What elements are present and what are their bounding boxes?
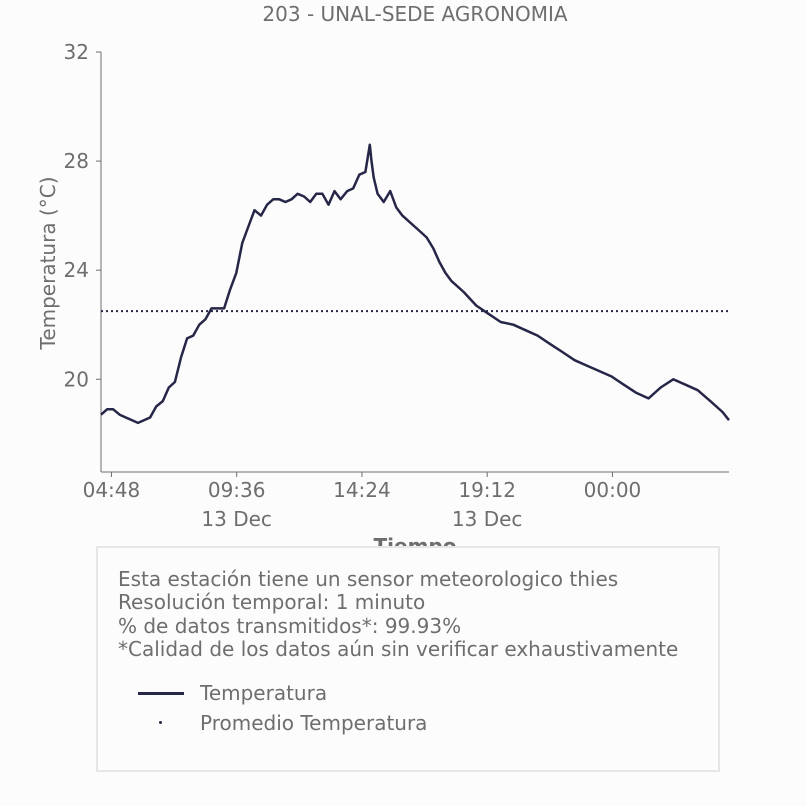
- y-tick-label: 24: [64, 258, 89, 282]
- y-tick-label: 20: [64, 367, 89, 391]
- station-info-line: Esta estación tiene un sensor meteorolog…: [118, 567, 619, 591]
- x-axis: 04:48 09:36 13 Dec 14:24 19:12 13 Dec 00:00: [83, 471, 729, 531]
- series-line-temperatura: [100, 143, 730, 425]
- x-tick-label: 09:36: [208, 478, 266, 502]
- legend-label: Temperatura: [200, 681, 328, 705]
- x-tick-label: 04:48: [83, 478, 141, 502]
- legend-entry-promedio: Promedio Temperatura: [138, 711, 427, 735]
- legend-box: Esta estación tiene un sensor meteorolog…: [96, 546, 720, 772]
- x-tick-label: 00:00: [584, 478, 642, 502]
- y-axis: 20 24 28 32: [64, 40, 102, 472]
- legend-label: Promedio Temperatura: [200, 711, 428, 735]
- temperature-chart: 203 - UNAL-SEDE AGRONOMIA 20 24 28 32 04:48…: [36, 2, 730, 558]
- solid-line-swatch: [138, 681, 184, 705]
- y-axis-label: Temperatura (°C): [36, 176, 60, 350]
- station-info-line: Resolución temporal: 1 minuto: [118, 590, 426, 615]
- y-tick-label: 28: [64, 149, 89, 173]
- y-tick-label: 32: [64, 40, 89, 64]
- dotted-line-swatch: [138, 711, 184, 735]
- station-info-line: % de datos transmitidos*: 99.93%: [118, 613, 462, 638]
- station-info-line: *Calidad de los datos aún sin verificar …: [118, 636, 679, 661]
- x-tick-sublabel: 13 Dec: [452, 507, 523, 531]
- x-tick-label: 19:12: [458, 478, 516, 502]
- x-tick-label: 14:24: [333, 478, 391, 502]
- legend-entry-temperatura: Temperatura: [138, 681, 327, 705]
- x-tick-sublabel: 13 Dec: [201, 507, 272, 531]
- chart-title: 203 - UNAL-SEDE AGRONOMIA: [262, 2, 567, 26]
- series-layer: [100, 143, 730, 425]
- station-info: Esta estación tiene un sensor meteorolog…: [118, 567, 679, 661]
